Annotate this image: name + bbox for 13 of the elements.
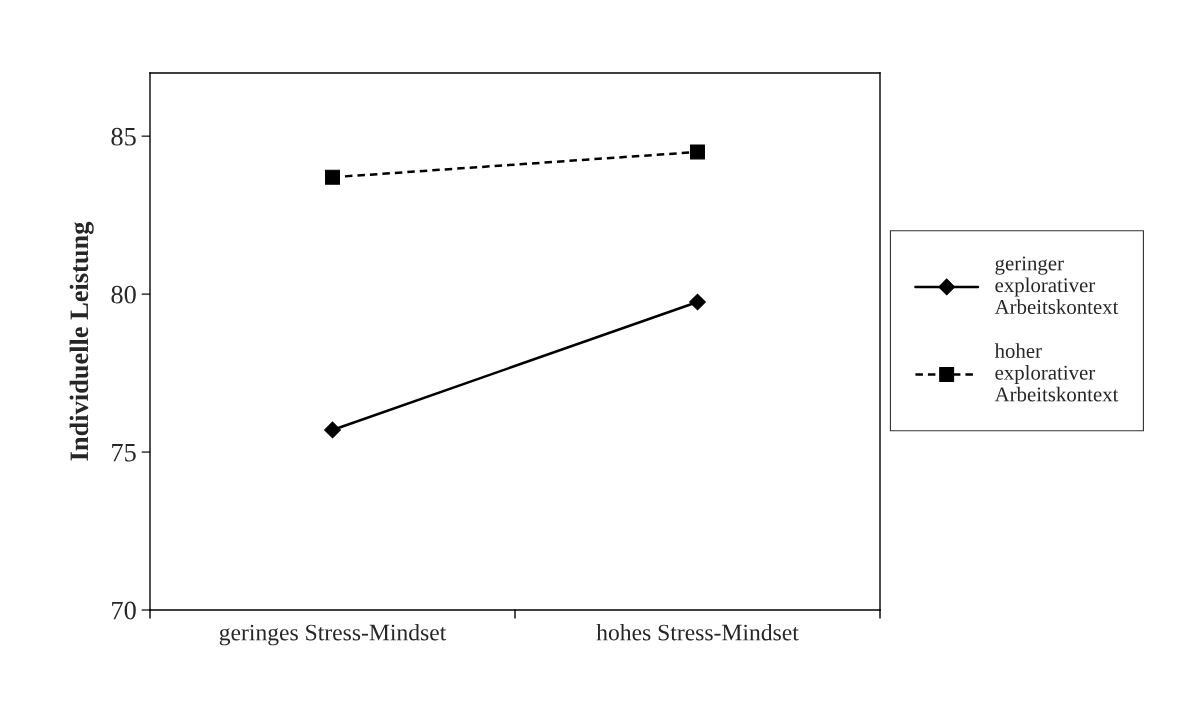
y-tick-label: 70 [112, 601, 136, 620]
point [325, 169, 340, 185]
legend-label: hoher explorativer Arbeitskontext [994, 343, 1119, 402]
point [689, 293, 706, 311]
point [690, 144, 705, 160]
y-tick-label: 80 [111, 285, 136, 304]
y-tick-label: 85 [111, 127, 136, 146]
x-tick-label: geringes Stress-Mindset [219, 623, 447, 646]
legend-label: geringer explorativer Arbeitskontext [994, 256, 1119, 315]
y-axis-title: Individuelle Leistung [69, 221, 94, 461]
point [324, 421, 341, 439]
y-tick-label: 75 [112, 443, 136, 462]
x-tick-label: hohes Stress-Mindset [596, 623, 799, 641]
